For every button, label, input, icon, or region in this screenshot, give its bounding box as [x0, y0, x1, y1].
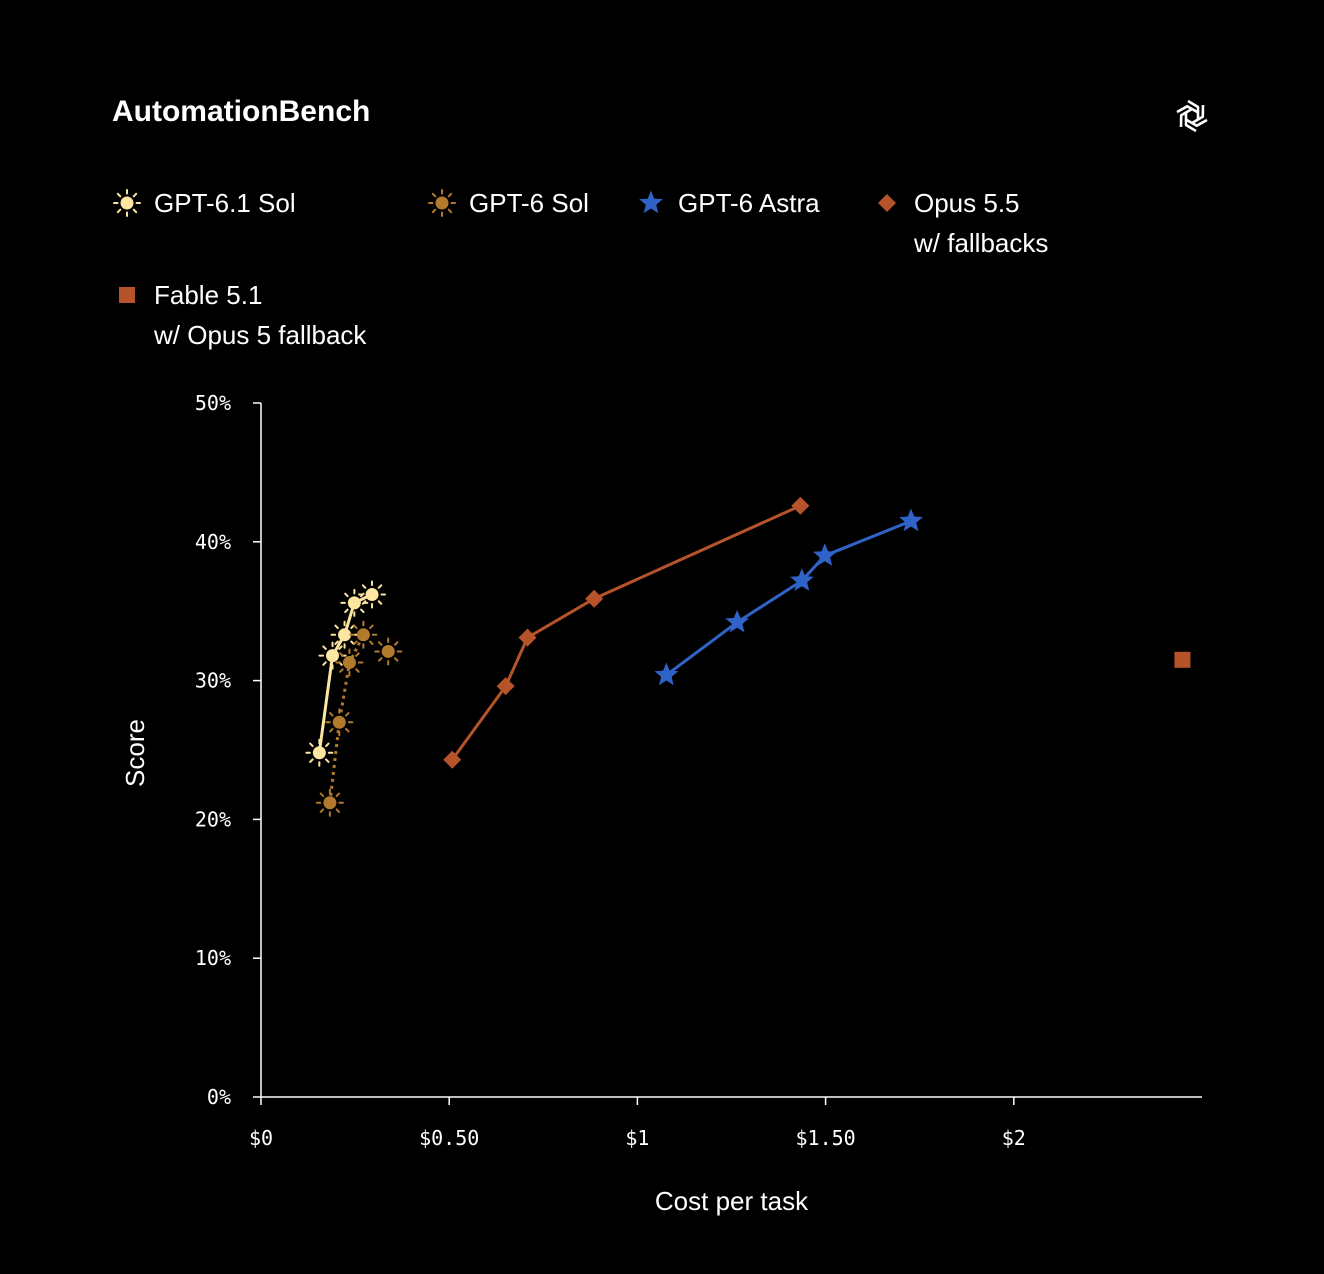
legend-label: GPT-6 Sol	[469, 188, 589, 218]
square-icon	[119, 287, 135, 303]
square-marker-icon	[119, 287, 135, 303]
legend-item-fable: Fable 5.1 w/ Opus 5 fallback	[112, 275, 366, 355]
diamond-icon	[878, 194, 896, 212]
legend-item-opus: Opus 5.5 w/ fallbacks	[872, 183, 1048, 263]
x-tick-label: $1	[625, 1126, 649, 1150]
data-point	[654, 662, 679, 686]
data-point	[335, 648, 364, 677]
sun-marker-icon	[428, 189, 456, 217]
x-tick-label: $2	[1002, 1126, 1026, 1150]
x-tick-label: $1.50	[795, 1126, 855, 1150]
series-line	[450, 504, 802, 761]
y-tick-label: 40%	[195, 530, 231, 554]
y-tick-label: 20%	[195, 807, 231, 831]
data-point	[1174, 651, 1191, 668]
data-point	[791, 496, 810, 515]
data-point	[374, 637, 403, 666]
series-astra	[654, 508, 923, 686]
data-point	[496, 677, 515, 696]
data-point	[349, 620, 378, 649]
series-fable	[1174, 651, 1191, 668]
data-point	[518, 628, 537, 647]
x-tick-label: $0.50	[419, 1126, 479, 1150]
data-point	[358, 580, 387, 609]
legend-item-astra: GPT-6 Astra	[636, 183, 820, 223]
legend-item-gpt6: GPT-6 Sol	[427, 183, 589, 223]
legend-label: Opus 5.5 w/ fallbacks	[914, 188, 1049, 258]
x-axis-label: Cost per task	[655, 1186, 809, 1216]
y-tick-label: 0%	[207, 1085, 231, 1109]
y-tick-label: 50%	[195, 391, 231, 415]
data-point	[325, 708, 354, 737]
data-point	[318, 641, 347, 670]
legend-label: GPT-6.1 Sol	[154, 188, 296, 218]
y-tick-label: 30%	[195, 669, 231, 693]
openai-logo-icon	[1176, 99, 1208, 133]
data-point	[443, 750, 462, 769]
star-marker-icon	[639, 190, 663, 214]
series-opus	[443, 496, 810, 769]
series-gpt6	[315, 620, 403, 817]
series-line	[665, 519, 912, 677]
series-gpt61	[305, 580, 387, 767]
y-tick-label: 10%	[195, 946, 231, 970]
data-point	[813, 543, 837, 566]
data-point	[305, 738, 334, 767]
chart-title: AutomationBench	[112, 95, 371, 128]
data-point	[790, 568, 814, 591]
data-point	[899, 508, 923, 532]
legend-label: GPT-6 Astra	[678, 188, 820, 218]
legend-item-gpt61: GPT-6.1 Sol	[112, 183, 296, 223]
y-axis-label: Score	[120, 719, 150, 787]
diamond-marker-icon	[878, 194, 896, 212]
data-point	[585, 589, 604, 608]
sun-icon	[113, 189, 141, 217]
data-point	[725, 609, 749, 633]
legend-label: Fable 5.1 w/ Opus 5 fallback	[154, 280, 367, 350]
data-point	[340, 588, 369, 617]
data-point	[315, 788, 344, 817]
star-icon	[639, 190, 663, 214]
x-tick-label: $0	[249, 1126, 273, 1150]
sun-marker-icon	[113, 189, 141, 217]
sun-icon	[428, 189, 456, 217]
